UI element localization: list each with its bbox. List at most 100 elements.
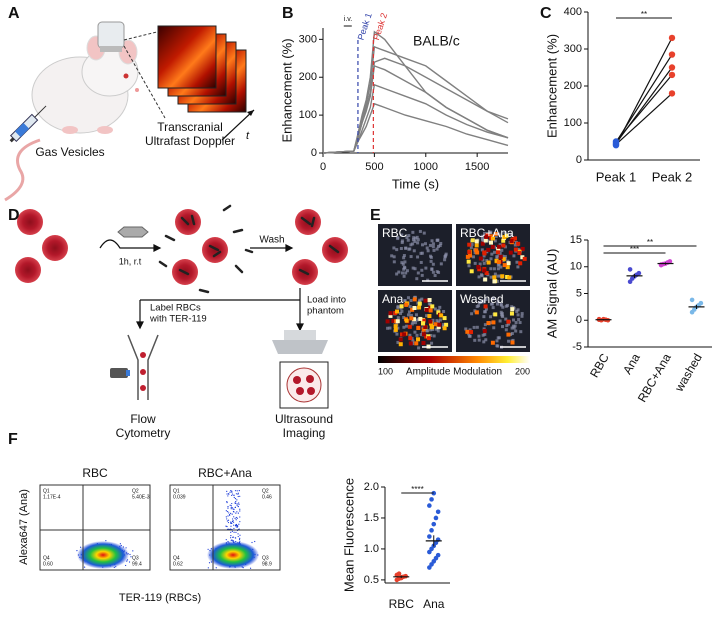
event-dot xyxy=(215,567,217,569)
hot-speckle xyxy=(516,241,521,246)
hot-speckle xyxy=(506,332,511,337)
event-dot xyxy=(249,567,252,569)
speckle xyxy=(499,234,503,238)
hot-speckle xyxy=(410,307,415,312)
event-dot xyxy=(236,525,239,527)
event-dot xyxy=(239,516,241,518)
data-point xyxy=(668,64,676,71)
hot-speckle xyxy=(433,322,438,327)
speckle xyxy=(392,260,396,264)
speckle xyxy=(491,306,495,310)
imaging-label: Ultrafast Doppler xyxy=(145,134,235,148)
event-dot xyxy=(233,524,235,526)
hot-speckle xyxy=(498,254,503,259)
speckle xyxy=(510,305,514,309)
hot-speckle xyxy=(408,336,413,341)
speckle xyxy=(516,313,520,317)
ultrasound-phantom xyxy=(272,330,329,409)
speckle xyxy=(416,238,420,242)
speckle xyxy=(413,240,417,244)
hot-speckle xyxy=(474,243,479,248)
significance-label: ** xyxy=(641,10,647,19)
hot-speckle xyxy=(395,319,400,324)
data-point xyxy=(636,270,642,276)
hot-speckle xyxy=(496,247,501,252)
speckle xyxy=(419,251,423,255)
speckle xyxy=(396,237,400,241)
event-dot xyxy=(225,516,227,518)
speckle xyxy=(400,261,404,265)
speckle xyxy=(489,315,493,319)
event-dot xyxy=(233,531,235,533)
event-dot xyxy=(235,516,237,519)
speckle xyxy=(443,255,447,259)
speckle xyxy=(470,312,474,316)
speckle xyxy=(403,260,407,264)
speckle xyxy=(507,339,511,343)
speckle xyxy=(482,261,486,265)
event-dot xyxy=(207,548,209,550)
speckle xyxy=(412,236,416,240)
y-axis-label: Enhancement (%) xyxy=(279,38,294,142)
quadrant-value: 0.62 xyxy=(173,561,183,567)
speckle xyxy=(432,248,436,252)
speckle xyxy=(435,247,439,251)
speckle xyxy=(484,297,488,301)
speckle xyxy=(431,328,435,332)
gas-vesicle-icon xyxy=(117,226,149,238)
speckle xyxy=(469,245,473,249)
speckle xyxy=(483,332,487,336)
hot-speckle xyxy=(388,311,393,316)
flow-plots xyxy=(39,484,281,571)
speckle xyxy=(483,310,487,314)
colorbar xyxy=(378,356,530,363)
event-dot xyxy=(230,522,232,524)
speckle xyxy=(490,302,494,306)
y-tick-label: 0 xyxy=(311,147,317,159)
hot-speckle xyxy=(505,274,510,279)
speckle xyxy=(395,332,399,336)
speckle xyxy=(477,275,481,279)
speckle xyxy=(405,235,409,239)
speckle xyxy=(504,328,508,332)
y-tick-label: 400 xyxy=(564,6,582,18)
speckle xyxy=(496,274,500,278)
speckle xyxy=(403,299,407,303)
speckle xyxy=(489,275,493,279)
speckle xyxy=(402,254,406,258)
hot-speckle xyxy=(436,310,441,315)
speckle xyxy=(413,330,417,334)
event-dot xyxy=(230,537,232,539)
hot-speckle xyxy=(522,256,527,261)
speckle xyxy=(489,321,493,325)
speckle xyxy=(402,316,406,320)
event-dot xyxy=(236,511,238,513)
hot-speckle xyxy=(393,327,398,332)
hot-speckle xyxy=(520,246,525,251)
speckle xyxy=(439,241,443,245)
event-dot xyxy=(234,498,237,500)
event-dot xyxy=(236,490,238,492)
speckle xyxy=(429,259,433,263)
speckle xyxy=(420,273,424,277)
event-dot xyxy=(239,495,241,497)
hot-speckle xyxy=(520,255,525,260)
hot-speckle xyxy=(482,268,487,273)
speckle xyxy=(419,260,423,264)
significance-label: **** xyxy=(411,485,423,494)
protocol-arrows xyxy=(99,239,304,332)
event-dot xyxy=(233,527,235,530)
hot-speckle xyxy=(465,329,470,334)
hot-speckle xyxy=(467,242,472,247)
y-tick-label: 5 xyxy=(576,287,582,299)
event-dot xyxy=(232,536,234,538)
speckle xyxy=(495,302,499,306)
speckle xyxy=(477,334,481,338)
speckle xyxy=(406,296,410,300)
speckle xyxy=(504,317,508,321)
event-dot xyxy=(130,556,132,558)
data-point xyxy=(689,297,695,303)
hot-speckle xyxy=(442,326,447,331)
x-tick-label: 1000 xyxy=(414,161,438,173)
